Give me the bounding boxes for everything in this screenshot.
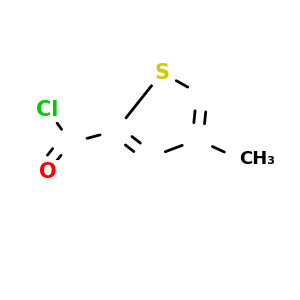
Text: O: O (39, 162, 56, 182)
Text: CH₃: CH₃ (239, 150, 275, 168)
Text: Cl: Cl (36, 100, 58, 120)
Text: S: S (154, 63, 169, 83)
